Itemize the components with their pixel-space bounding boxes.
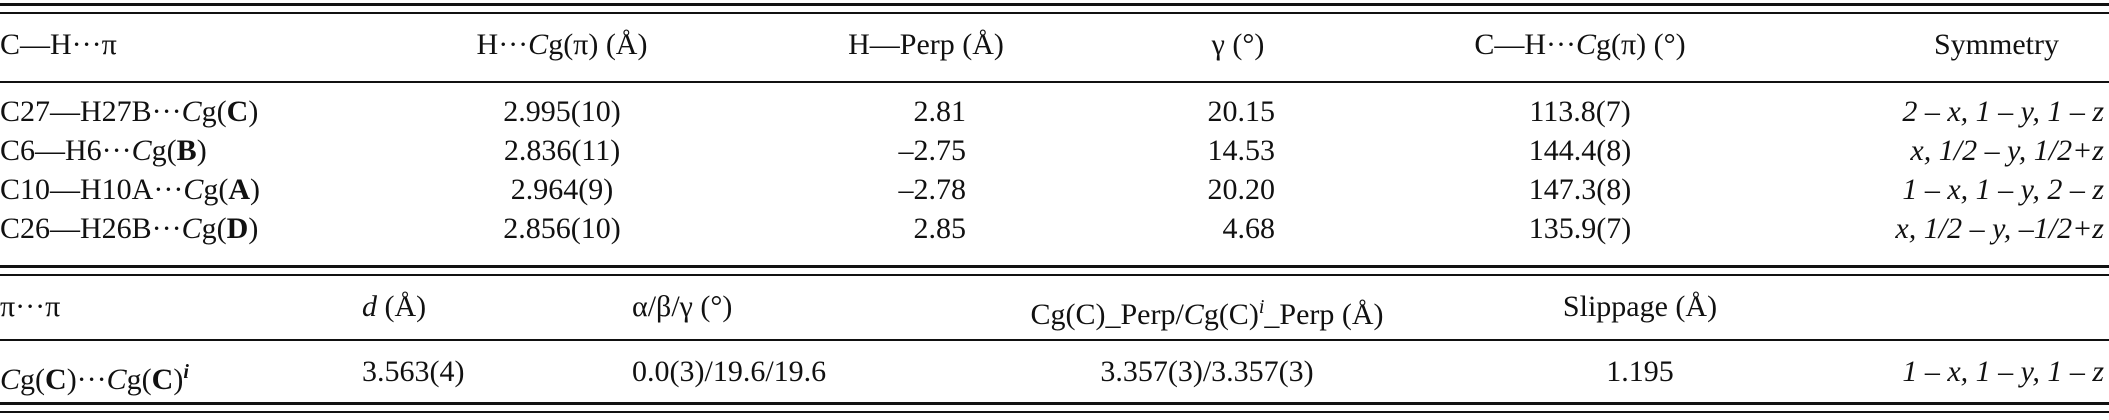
row-symmetry: x, 1/2 – y, 1/2+z — [1910, 134, 2104, 167]
row-h-perp: 2.81 — [913, 95, 967, 128]
header-angles: α/β/γ (°) — [632, 290, 733, 323]
row-angle: 147.3(8) — [1528, 173, 1632, 206]
header-distance: d (Å) — [362, 290, 427, 323]
table-bottom-rule-2 — [0, 411, 2109, 413]
row-h-cg: 2.856(10) — [503, 212, 621, 245]
table-top-rule-1 — [0, 3, 2109, 6]
row-symmetry: 1 – x, 1 – y, 2 – z — [1902, 173, 2104, 206]
header-angle: C—H···Cg(π) (°) — [1474, 28, 1686, 61]
row-angle: 113.8(7) — [1529, 95, 1631, 128]
header-symmetry: Symmetry — [1934, 28, 2059, 61]
header-slippage: Slippage (Å) — [1562, 290, 1718, 323]
header-h-perp: H—Perp (Å) — [848, 28, 1004, 61]
row-contact: C26—H26B···Cg(D) — [0, 212, 259, 245]
header-perp: Cg(C)_Perp/Cg(C)i_Perp (Å) — [1030, 296, 1384, 331]
row-pi-contact: Cg(C)···Cg(C)i — [0, 361, 189, 396]
table-bottom-rule-1 — [0, 402, 2109, 405]
row-contact: C27—H27B···Cg(C) — [0, 95, 259, 128]
row-gamma: 20.15 — [1207, 95, 1276, 128]
row-h-perp: –2.75 — [898, 134, 967, 167]
row-distance: 3.563(4) — [362, 355, 465, 388]
section-rule-2 — [0, 274, 2109, 276]
row-h-cg: 2.836(11) — [503, 134, 621, 167]
header-contact: C—H···π — [0, 28, 117, 61]
row-gamma: 20.20 — [1207, 173, 1276, 206]
row-symmetry: 2 – x, 1 – y, 1 – z — [1902, 95, 2104, 128]
row-angles: 0.0(3)/19.6/19.6 — [632, 355, 827, 388]
header-bottom-rule — [0, 81, 2109, 83]
row-contact: C10—H10A···Cg(A) — [0, 173, 260, 206]
row-gamma: 4.68 — [1222, 212, 1276, 245]
table-top-rule-2 — [0, 12, 2109, 14]
row-symmetry: 1 – x, 1 – y, 1 – z — [1902, 355, 2104, 388]
row-angle: 144.4(8) — [1528, 134, 1632, 167]
section-rule-1 — [0, 265, 2109, 268]
header-h-cg: H···Cg(π) (Å) — [476, 28, 648, 61]
row-h-cg: 2.964(9) — [510, 173, 614, 206]
row-angle: 135.9(7) — [1528, 212, 1632, 245]
table2-header-rule — [0, 339, 2109, 341]
row-symmetry: x, 1/2 – y, –1/2+z — [1895, 212, 2104, 245]
header-gamma: γ (°) — [1211, 28, 1265, 61]
row-h-perp: –2.78 — [898, 173, 967, 206]
header-pi-pi: π···π — [0, 290, 61, 323]
row-gamma: 14.53 — [1207, 134, 1276, 167]
row-h-perp: 2.85 — [913, 212, 967, 245]
row-contact: C6—H6···Cg(B) — [0, 134, 207, 167]
row-perp: 3.357(3)/3.357(3) — [1100, 355, 1314, 388]
row-slippage: 1.195 — [1606, 355, 1674, 388]
row-h-cg: 2.995(10) — [503, 95, 621, 128]
